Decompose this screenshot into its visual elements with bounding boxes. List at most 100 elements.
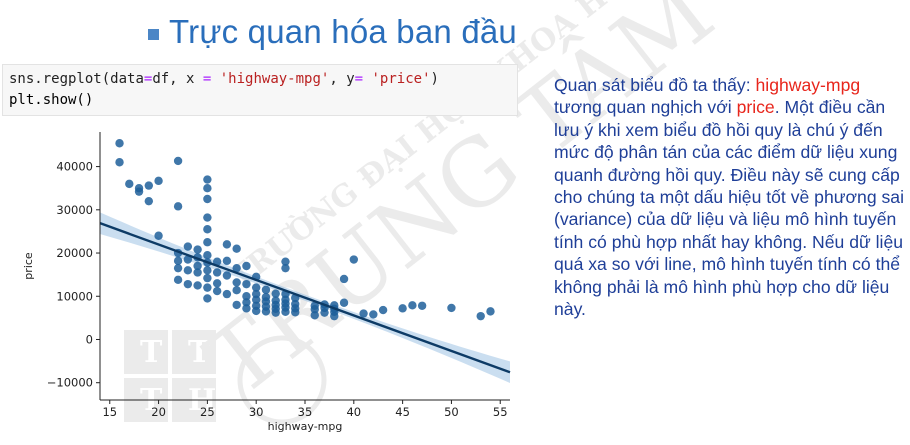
data-point [173, 275, 183, 285]
data-point [408, 301, 417, 310]
x-tick-label: 20 [151, 405, 166, 419]
x-tick-label: 30 [249, 405, 264, 419]
x-tick-label: 15 [102, 405, 117, 419]
data-point [222, 240, 232, 249]
highlight-highway-mpg: highway-mpg [755, 75, 861, 95]
data-point [173, 202, 183, 211]
data-point [486, 307, 495, 316]
data-point [271, 308, 280, 317]
data-point [222, 256, 232, 266]
data-point [203, 266, 212, 275]
data-point [154, 176, 163, 186]
data-point [339, 298, 349, 307]
data-point [271, 289, 280, 298]
data-point [134, 187, 144, 196]
x-tick-label: 35 [298, 405, 313, 419]
data-point [212, 268, 222, 277]
data-point [173, 156, 183, 166]
data-point [154, 231, 163, 240]
x-tick-label: 50 [444, 405, 459, 419]
data-point [183, 266, 193, 275]
data-point [261, 307, 271, 316]
data-point [203, 225, 212, 234]
data-point [281, 257, 290, 266]
x-tick-label: 55 [493, 405, 508, 419]
data-point [320, 308, 329, 317]
data-point [291, 308, 300, 317]
y-tick-label: 40000 [56, 160, 93, 174]
data-point [232, 278, 241, 287]
data-point [476, 311, 485, 321]
description-text: Quan sát biểu đồ ta thấy: highway-mpg tư… [554, 74, 904, 320]
description-part-2: tương quan nghịch với [554, 97, 737, 118]
data-point [203, 273, 212, 283]
data-point [251, 306, 261, 316]
data-point [232, 300, 241, 310]
data-point [193, 268, 202, 277]
data-point [183, 255, 193, 264]
description-part-1: Quan sát biểu đồ ta thấy: [554, 75, 756, 95]
data-point [359, 309, 368, 318]
data-point [378, 305, 388, 315]
data-point [281, 307, 290, 317]
data-point [203, 213, 212, 222]
description-part-3: . Một điều cần lưu ý khi xem biểu đồ hồi… [554, 97, 905, 320]
x-tick-label: 40 [346, 405, 361, 419]
code-cell[interactable]: sns.regplot(data=df, x = 'highway-mpg', … [2, 64, 518, 116]
y-tick-label: 20000 [56, 246, 93, 260]
data-point [242, 298, 251, 307]
data-point [144, 181, 154, 190]
data-point [193, 261, 202, 271]
data-point [330, 311, 339, 321]
y-tick-label: 0 [86, 332, 93, 346]
slide-title-text: Trực quan hóa ban đầu [169, 13, 517, 50]
data-point [398, 304, 407, 313]
slide-title: Trực quan hóa ban đầu [148, 10, 517, 54]
x-tick-label: 45 [395, 405, 410, 419]
code-line-2: plt.show() [9, 92, 94, 108]
data-point [349, 255, 359, 264]
y-tick-label: −10000 [47, 376, 93, 390]
data-point [183, 242, 193, 251]
data-point [242, 261, 251, 271]
data-point [251, 295, 261, 304]
regplot-svg: 15 20 25 30 35 40 45 50 55 −10000 0 10000 20000 30000… [22, 132, 511, 433]
code-line-1: sns.regplot(data=df, x = 'highway-mpg', … [9, 71, 439, 87]
data-point [203, 250, 212, 260]
square-bullet-icon [148, 28, 159, 40]
data-point [417, 301, 427, 310]
data-point [232, 263, 241, 273]
regplot-chart: 15 20 25 30 35 40 45 50 55 −10000 0 10000 20000 30000… [20, 124, 520, 440]
data-point [125, 179, 134, 189]
data-point [242, 292, 251, 301]
y-axis-label: price [22, 252, 35, 280]
data-point [203, 294, 212, 303]
data-point [339, 274, 349, 284]
x-tick-label: 25 [200, 405, 215, 419]
y-tick-label: 10000 [56, 289, 93, 303]
data-point [203, 194, 212, 204]
data-point [369, 310, 378, 319]
data-point [212, 286, 222, 296]
data-point [173, 256, 183, 266]
data-point [115, 158, 124, 167]
data-point [310, 305, 319, 314]
data-point [115, 139, 124, 148]
data-point [144, 196, 154, 206]
data-point [173, 263, 183, 273]
highlight-price: price [736, 97, 775, 118]
data-point [203, 283, 212, 292]
data-point [203, 183, 212, 193]
data-point [183, 279, 193, 289]
x-axis-label: highway-mpg [268, 420, 343, 433]
data-point [251, 283, 261, 292]
y-tick-label: 30000 [56, 203, 93, 217]
data-point [212, 279, 222, 288]
data-point [310, 311, 319, 320]
regression-line [99, 222, 511, 374]
data-point [242, 304, 251, 313]
data-point [193, 245, 202, 254]
data-point [222, 289, 232, 299]
data-point [203, 175, 212, 184]
data-point [232, 286, 241, 295]
